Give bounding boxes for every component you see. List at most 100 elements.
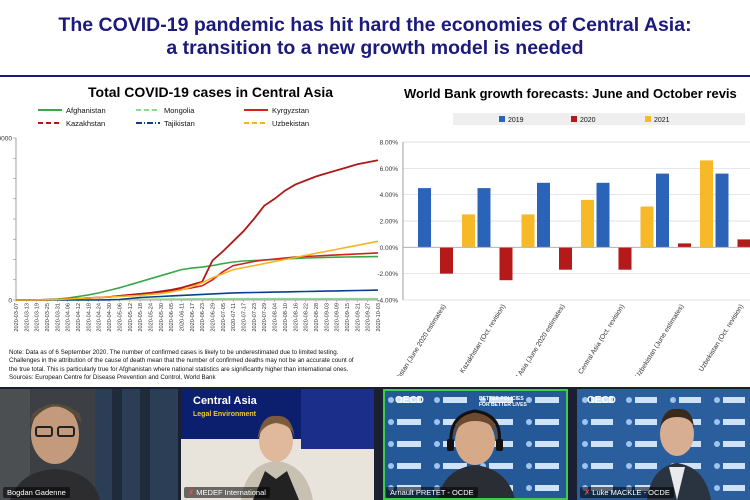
slide-title-line-1: The COVID-19 pandemic has hit hard the e… bbox=[58, 14, 692, 36]
category-label: Kazakhstan (Oct. revision) bbox=[459, 303, 507, 374]
participant-video-2 bbox=[181, 389, 374, 500]
participant-name-text: Arnault PRETET - OCDE bbox=[390, 488, 474, 497]
legend-label: Kazakhstan bbox=[66, 119, 105, 128]
bar-2019 bbox=[656, 173, 669, 248]
participant-name-text: Luke MACKLE - OCDE bbox=[592, 488, 670, 497]
x-tick-label: 2020-04-12 bbox=[76, 303, 82, 332]
x-tick-label: 2020-07-29 bbox=[262, 303, 268, 332]
note-line: Note: Data as of 6 September 2020. The n… bbox=[9, 349, 339, 356]
category-label: Kazakhstan (June 2020 estimates) bbox=[386, 303, 447, 376]
banner-title: Central Asia bbox=[193, 395, 257, 407]
x-tick-label: 2020-05-30 bbox=[159, 303, 165, 332]
x-tick-label: 2020-04-30 bbox=[107, 303, 113, 332]
y-tick-label: 100000 bbox=[0, 136, 12, 143]
y-tick-label: 0 bbox=[8, 298, 12, 305]
bar-2019 bbox=[418, 188, 431, 248]
title-divider bbox=[0, 75, 750, 77]
x-tick-label: 2020-06-23 bbox=[200, 303, 206, 332]
x-tick-label: 2020-06-17 bbox=[190, 303, 196, 332]
forecast-bar-chart: 2019 2020 2021 8.00% 6.00% 4.00% 2.00% 0.00% -2.… bbox=[377, 113, 750, 376]
bar-2021 bbox=[700, 160, 713, 248]
x-tick-label: 2020-07-05 bbox=[221, 303, 227, 332]
y-tick-label: 4.00% bbox=[380, 192, 399, 199]
participant-video-3 bbox=[383, 389, 568, 500]
x-tick-label: 2020-09-21 bbox=[355, 303, 361, 332]
x-tick-label: 2020-08-28 bbox=[314, 303, 320, 332]
bar-2019 bbox=[596, 182, 610, 248]
y-tick-label: -2.00% bbox=[377, 271, 398, 278]
series-line-kyrgyzstan bbox=[16, 252, 379, 301]
oecd-tagline: BETTER POLICIES FOR BETTER LIVES bbox=[479, 396, 527, 408]
legend-label: Kyrgyzstan bbox=[272, 106, 309, 115]
forecast-chart-title: World Bank growth forecasts: June and Oc… bbox=[404, 86, 737, 101]
mic-off-icon: ✗ bbox=[584, 488, 591, 497]
participant-name: ✗ MEDEF International bbox=[184, 487, 270, 498]
x-tick-label: 2020-03-25 bbox=[45, 303, 51, 332]
series-line-tajikistan bbox=[16, 289, 379, 301]
bar-2021 bbox=[640, 206, 654, 248]
legend-swatch bbox=[645, 116, 651, 122]
x-tick-label: 2020-08-16 bbox=[293, 303, 299, 332]
x-tick-label: 2020-05-12 bbox=[128, 303, 134, 332]
slide-title-line-2: a transition to a new growth model is ne… bbox=[166, 37, 584, 59]
legend-box bbox=[453, 113, 745, 125]
mic-off-icon: ✗ bbox=[188, 488, 195, 497]
x-tick-label: 2020-06-11 bbox=[179, 303, 185, 331]
bar-2020 bbox=[440, 247, 453, 274]
category-label: Central Asia (June 2020 estimates) bbox=[505, 303, 567, 376]
bar-2020 bbox=[559, 247, 572, 270]
note-line: the true total. This is particularly tru… bbox=[9, 365, 349, 373]
x-tick-label: 2020-10-03 bbox=[376, 303, 382, 332]
category-label: Uzbekistan (Oct. revision) bbox=[698, 303, 745, 373]
legend-label: Mongolia bbox=[164, 106, 195, 115]
legend-label: 2020 bbox=[580, 117, 596, 124]
video-tile-luke[interactable]: OECD ✗ Luke MACKLE - OCDE bbox=[577, 389, 750, 500]
category-label: Uzbekistan (June estimates) bbox=[634, 303, 685, 376]
x-tick-label: 2020-03-19 bbox=[35, 303, 41, 332]
participant-video-1 bbox=[0, 389, 178, 500]
series-line-kazakhstan bbox=[16, 159, 379, 301]
x-tick-label: 2020-03-31 bbox=[55, 303, 61, 332]
cases-chart-title: Total COVID-19 cases in Central Asia bbox=[88, 84, 334, 100]
x-tick-label: 2020-06-29 bbox=[211, 303, 217, 332]
y-tick-label: 8.00% bbox=[380, 140, 399, 147]
legend-label: Tajikistan bbox=[164, 119, 195, 128]
bar-2019 bbox=[715, 173, 729, 248]
participant-name: Arnault PRETET - OCDE bbox=[386, 487, 478, 498]
y-tick-label: 0.00% bbox=[380, 245, 399, 252]
legend-label: 2021 bbox=[654, 117, 670, 124]
video-tile-bogdan[interactable]: Bogdan Gadenne bbox=[0, 389, 178, 500]
bar-2020 bbox=[499, 247, 513, 281]
bar-2021 bbox=[521, 214, 535, 248]
x-tick-label: 2020-07-11 bbox=[231, 303, 237, 331]
legend-label: Uzbekistan bbox=[272, 119, 309, 128]
legend-swatch bbox=[499, 116, 505, 122]
video-tile-arnault[interactable]: OECD BETTER POLICIES FOR BETTER LIVES Ar… bbox=[383, 389, 568, 500]
legend-swatch bbox=[571, 116, 577, 122]
x-tick-label: 2020-08-04 bbox=[273, 303, 279, 332]
x-tick-label: 2020-03-13 bbox=[24, 303, 30, 332]
x-tick-label: 2020-08-10 bbox=[283, 303, 289, 332]
bar-2021 bbox=[462, 214, 475, 248]
y-tick-label: -4.00% bbox=[377, 298, 398, 305]
x-tick-label: 2020-05-24 bbox=[148, 303, 154, 332]
y-tick-label: 2.00% bbox=[380, 219, 399, 226]
legend-label: Afghanistan bbox=[66, 106, 106, 115]
cases-line-chart: Afghanistan Mongolia Kyrgyzstan Kazakhstan T… bbox=[0, 106, 382, 332]
series-line-afghanistan bbox=[16, 255, 379, 301]
oecd-logo-text: OECD bbox=[395, 395, 424, 406]
y-tick-label: 6.00% bbox=[380, 166, 399, 173]
bar-2020 bbox=[678, 243, 691, 248]
video-tile-medef[interactable]: Central Asia Legal Environment ✗ MEDEF In… bbox=[181, 389, 374, 500]
slide-title: The COVID-19 pandemic has hit hard the e… bbox=[0, 14, 750, 60]
bar-2020 bbox=[618, 247, 632, 270]
series-line-uzbekistan bbox=[16, 240, 379, 301]
x-tick-label: 2020-09-15 bbox=[345, 303, 351, 332]
x-tick-label: 2020-05-18 bbox=[138, 303, 144, 332]
legend-label: 2019 bbox=[508, 117, 524, 124]
x-tick-label: 2020-09-03 bbox=[324, 303, 330, 332]
x-tick-label: 2020-03-07 bbox=[14, 303, 20, 332]
bar-2019 bbox=[477, 188, 491, 248]
x-tick-label: 2020-09-27 bbox=[366, 303, 372, 332]
x-tick-label: 2020-09-09 bbox=[335, 303, 341, 332]
